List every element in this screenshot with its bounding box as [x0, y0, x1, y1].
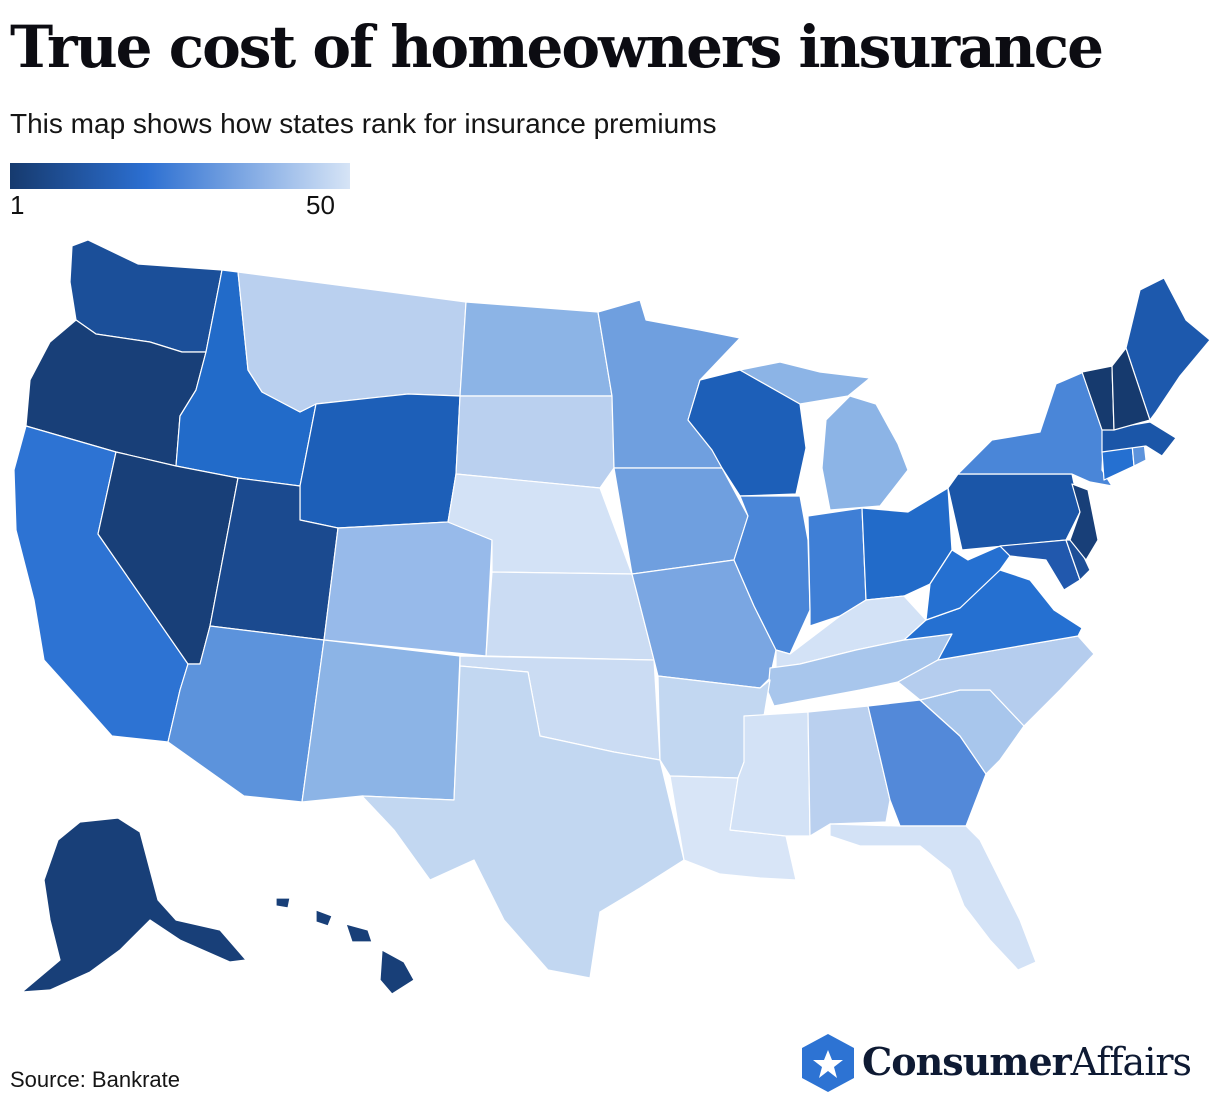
state-montana — [237, 271, 467, 413]
legend-min-label: 1 — [10, 190, 25, 220]
star-badge-icon — [802, 1034, 854, 1092]
brand-logo[interactable]: ConsumerAffairs — [800, 1030, 1212, 1096]
brand-name-light: Affairs — [1070, 1040, 1192, 1084]
state-kansas — [485, 571, 655, 661]
state-massachusetts — [1101, 421, 1177, 457]
state-florida — [829, 823, 1037, 971]
state-new-jersey — [1069, 483, 1099, 561]
state-south-dakota — [455, 395, 615, 489]
state-pennsylvania — [947, 473, 1081, 551]
state-new-mexico — [301, 639, 461, 803]
state-texas — [361, 665, 685, 979]
source-note: Source: Bankrate — [10, 1067, 180, 1092]
state-colorado — [323, 521, 493, 657]
brand-name-bold: Consumer — [862, 1039, 1072, 1084]
state-hawaii-kauai — [275, 897, 291, 909]
brand-name: ConsumerAffairs — [862, 1038, 1192, 1087]
state-hawaii-big-island — [379, 949, 415, 995]
state-michigan-upper — [739, 361, 871, 405]
state-iowa — [613, 467, 749, 575]
page-title: True cost of homeowners insurance — [10, 13, 1104, 81]
state-alaska — [21, 817, 247, 993]
legend-color-scale — [10, 163, 350, 189]
legend-max-label: 50 — [306, 190, 335, 220]
state-hawaii-oahu — [315, 909, 333, 927]
state-hawaii-maui — [345, 923, 373, 943]
state-north-dakota — [459, 301, 613, 397]
page-subtitle: This map shows how states rank for insur… — [10, 108, 717, 139]
state-wyoming — [299, 393, 461, 529]
state-maine — [1125, 277, 1211, 421]
state-michigan — [821, 395, 909, 511]
